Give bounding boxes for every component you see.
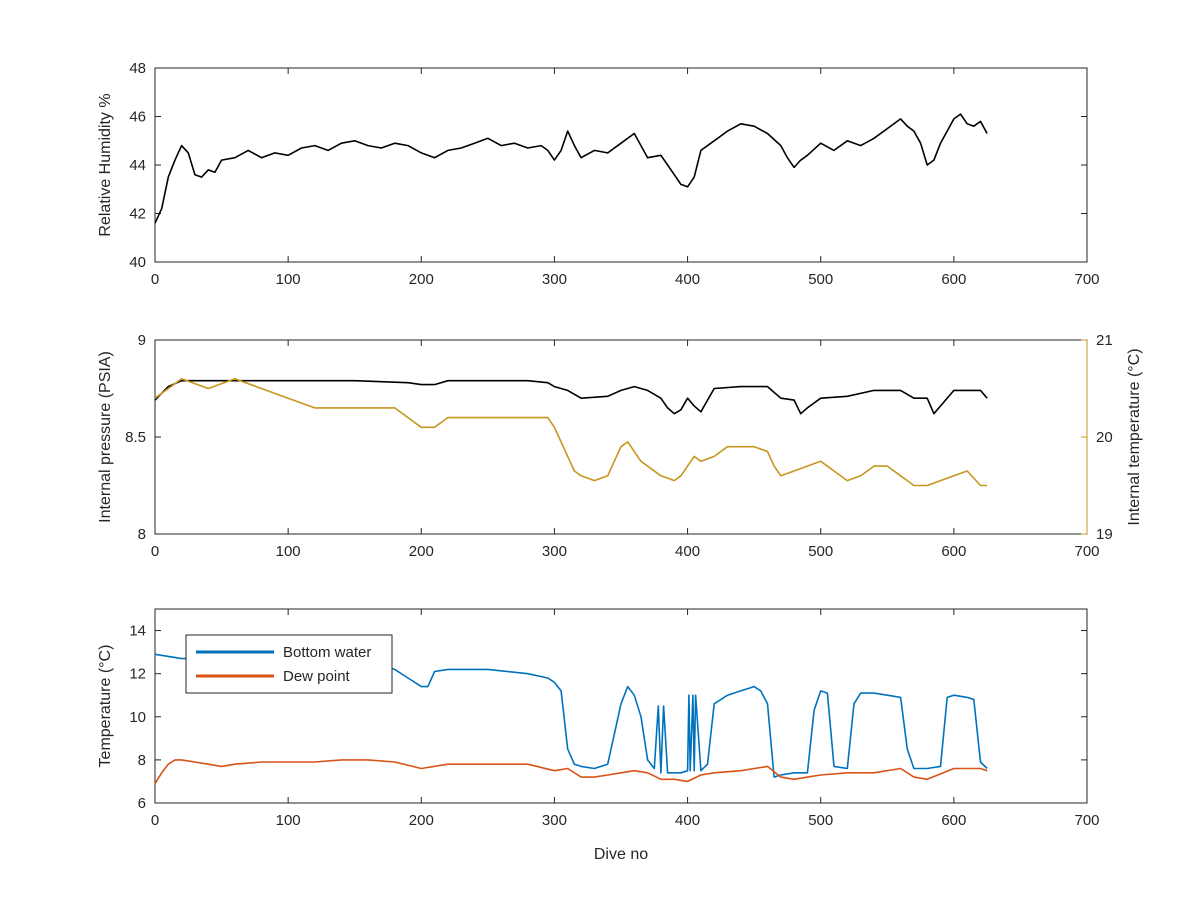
y-tick-label: 10 — [129, 709, 146, 726]
y-tick-label: 46 — [129, 109, 146, 126]
y-tick-label: 48 — [129, 60, 146, 77]
x-tick-label: 100 — [276, 543, 301, 560]
y-tick-label: 9 — [138, 332, 146, 349]
x-tick-label: 300 — [542, 271, 567, 288]
temperature-series-lines — [154, 653, 988, 785]
pressure-series-lines — [154, 377, 988, 487]
y-tick-label: 44 — [129, 157, 146, 174]
x-tick-label: 500 — [808, 271, 833, 288]
series-line-2-0 — [154, 379, 988, 415]
y-tick-label: 42 — [129, 206, 146, 223]
x-tick-label: 100 — [276, 812, 301, 829]
x-tick-label: 0 — [151, 812, 159, 829]
humidity-axis-ticks: 0 100 200 300 400 500 600 700 40 42 44 46 48 — [129, 60, 1099, 288]
y-tick-label: 12 — [129, 666, 146, 683]
internal-temperature-y-axis-label: Internal temperature (°C) — [1126, 348, 1143, 525]
y-tick-label: 8 — [138, 526, 146, 543]
pressure-axis-ticks: 0 100 200 300 400 500 600 700 8 8.5 9 19 20 21 — [125, 332, 1113, 560]
series-line-3-1 — [154, 759, 988, 785]
temperature-plot-area — [154, 608, 1088, 804]
y2-tick-label: 19 — [1096, 526, 1113, 543]
x-tick-label: 500 — [808, 812, 833, 829]
y-tick-label: 8 — [138, 752, 146, 769]
temperature-panel: 0 100 200 300 400 500 600 700 6 8 10 12 14 Temperatu… — [97, 608, 1100, 863]
pressure-y-axis-label: Internal pressure (PSIA) — [97, 351, 114, 523]
pressure-panel: 0 100 200 300 400 500 600 700 8 8.5 9 19 20 21 Intern… — [97, 332, 1143, 560]
y2-tick-label: 21 — [1096, 332, 1113, 349]
y-tick-label: 40 — [129, 254, 146, 271]
x-tick-label: 200 — [409, 271, 434, 288]
y2-tick-label: 20 — [1096, 429, 1113, 446]
humidity-series-lines — [154, 113, 988, 224]
series-line-1-0 — [154, 113, 988, 224]
x-tick-label: 700 — [1074, 812, 1099, 829]
x-tick-label: 0 — [151, 543, 159, 560]
x-tick-label: 400 — [675, 543, 700, 560]
legend-label-bottom-water: Bottom water — [283, 644, 371, 661]
x-tick-label: 500 — [808, 543, 833, 560]
x-tick-label: 300 — [542, 812, 567, 829]
x-tick-label: 100 — [276, 271, 301, 288]
series-line-3-0 — [154, 653, 988, 778]
x-tick-label: 300 — [542, 543, 567, 560]
x-tick-label: 700 — [1074, 271, 1099, 288]
x-tick-label: 600 — [941, 271, 966, 288]
humidity-y-axis-label: Relative Humidity % — [97, 93, 114, 236]
y-tick-label: 6 — [138, 795, 146, 812]
legend-label-dew-point: Dew point — [283, 668, 351, 685]
temperature-y-axis-label: Temperature (°C) — [97, 645, 114, 768]
legend-box — [185, 634, 393, 694]
x-tick-label: 0 — [151, 271, 159, 288]
y-tick-label: 14 — [129, 623, 146, 640]
x-tick-label: 400 — [675, 812, 700, 829]
dive-no-x-axis-label: Dive no — [594, 846, 648, 863]
x-tick-label: 700 — [1074, 543, 1099, 560]
x-tick-label: 600 — [941, 812, 966, 829]
temperature-legend: Bottom water Dew point — [185, 634, 393, 694]
y-tick-label: 8.5 — [125, 429, 146, 446]
humidity-panel: 0 100 200 300 400 500 600 700 40 42 44 46 48 Relativ… — [97, 60, 1100, 288]
x-tick-label: 400 — [675, 271, 700, 288]
temperature-axis-ticks: 0 100 200 300 400 500 600 700 6 8 10 12 14 — [129, 609, 1100, 829]
series-line-2-1 — [154, 377, 988, 487]
x-tick-label: 600 — [941, 543, 966, 560]
x-tick-label: 200 — [409, 543, 434, 560]
x-tick-label: 200 — [409, 812, 434, 829]
